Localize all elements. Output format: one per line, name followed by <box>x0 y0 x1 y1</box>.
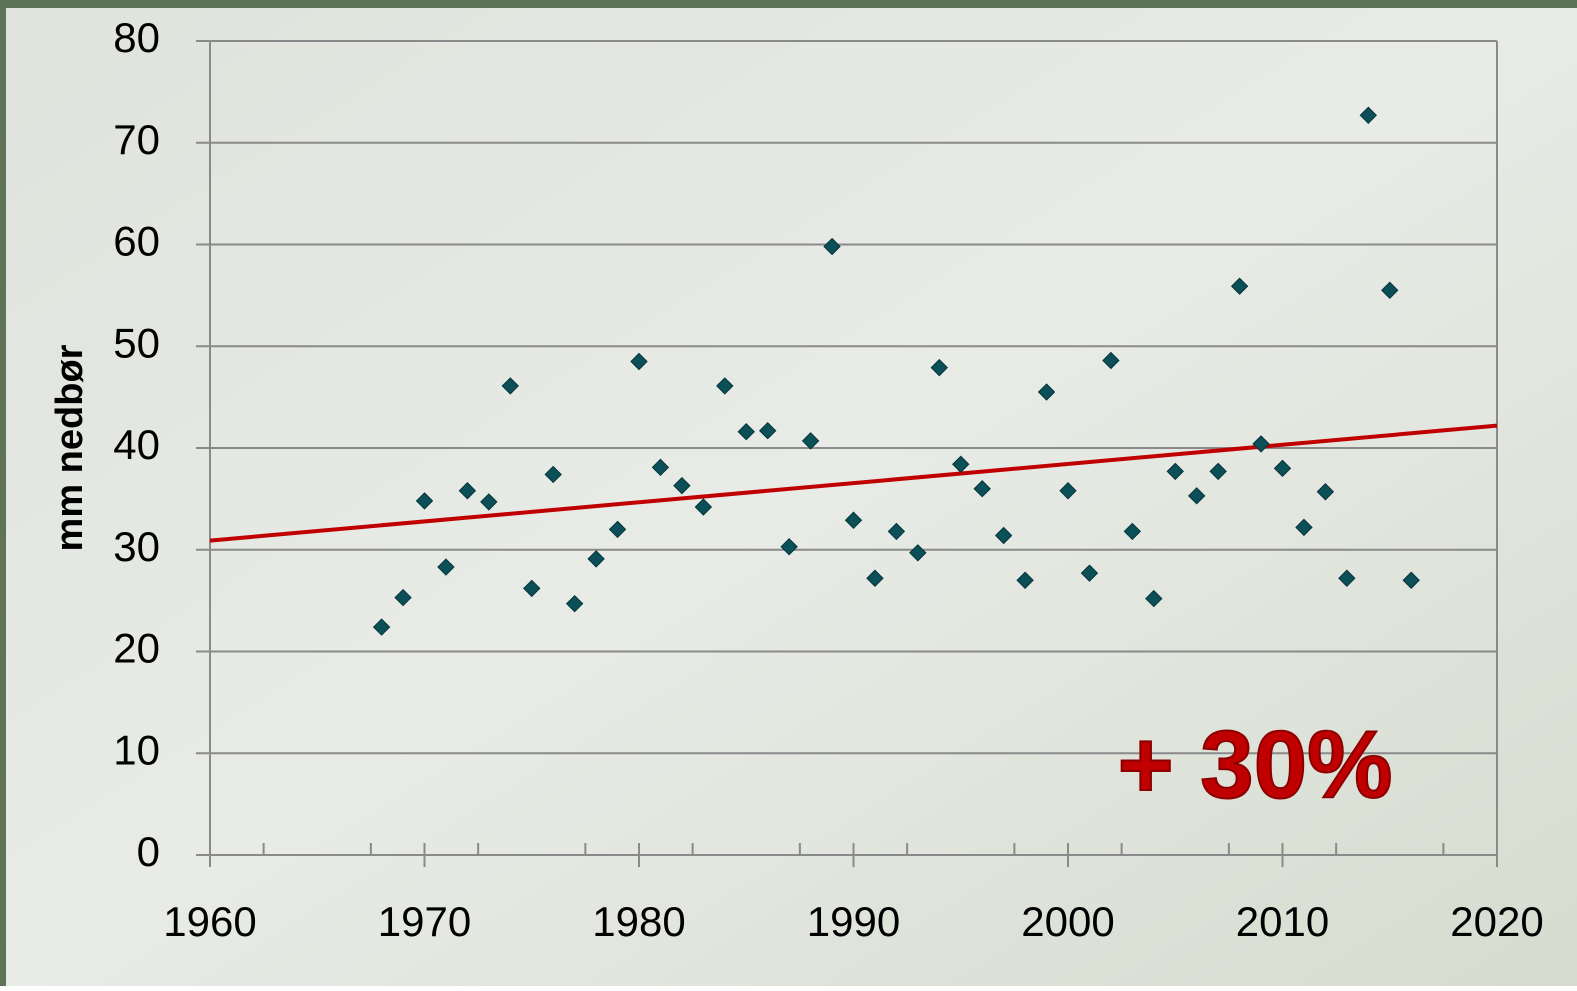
y-tick-label: 40 <box>113 421 160 468</box>
point <box>930 358 949 377</box>
y-tick-label: 70 <box>113 116 160 163</box>
point <box>716 377 734 395</box>
point <box>437 558 455 576</box>
point <box>973 479 991 498</box>
point <box>909 544 927 562</box>
trend-line <box>209 423 1498 543</box>
x-tick-label: 1990 <box>807 898 900 945</box>
point <box>673 476 691 495</box>
y-tick-label: 60 <box>113 218 160 265</box>
point <box>501 377 520 395</box>
point <box>1295 518 1313 537</box>
point <box>866 569 884 587</box>
x-tick-label: 2020 <box>1450 898 1543 945</box>
point <box>1273 459 1292 478</box>
point <box>1338 569 1356 587</box>
y-tick-label: 50 <box>113 319 160 366</box>
point <box>394 588 412 607</box>
point <box>952 455 970 473</box>
x-tick-label: 2010 <box>1236 898 1329 945</box>
point <box>1209 462 1227 481</box>
point <box>1402 571 1420 589</box>
point <box>801 432 820 450</box>
point <box>823 237 841 256</box>
point <box>565 594 584 613</box>
point <box>544 465 562 484</box>
point <box>1166 462 1184 481</box>
point <box>1016 571 1034 589</box>
point <box>887 522 906 541</box>
point <box>1102 351 1120 370</box>
point <box>1145 589 1163 608</box>
y-tick-label: 10 <box>113 726 160 773</box>
x-tick-label: 2000 <box>1021 898 1114 945</box>
y-tick-label: 80 <box>113 14 160 61</box>
y-axis-label: mm nedbør <box>49 344 91 551</box>
point <box>1123 522 1142 541</box>
point <box>1037 383 1056 401</box>
point <box>1252 435 1270 453</box>
point <box>1230 277 1249 295</box>
x-tick-label: 1970 <box>378 898 471 945</box>
point <box>608 520 627 539</box>
point <box>587 550 605 568</box>
y-tick-label: 20 <box>113 625 160 672</box>
point <box>758 421 777 440</box>
point <box>1359 106 1378 124</box>
point <box>694 498 713 516</box>
point <box>372 618 391 636</box>
x-tick-label: 1960 <box>163 898 256 945</box>
annotation: + 30% <box>1118 711 1393 818</box>
point <box>1059 482 1077 500</box>
point <box>415 492 434 510</box>
background <box>6 8 1577 986</box>
point <box>737 423 755 441</box>
point <box>651 458 670 477</box>
point <box>1316 483 1335 501</box>
point <box>480 493 498 511</box>
point <box>523 579 541 598</box>
point <box>844 511 863 529</box>
y-tick-label: 0 <box>137 828 160 875</box>
point <box>630 352 648 371</box>
y-tick-label: 30 <box>113 523 160 570</box>
point <box>994 526 1013 545</box>
point <box>458 482 477 500</box>
x-tick-label: 1980 <box>592 898 685 945</box>
point <box>1187 487 1206 505</box>
point <box>780 537 798 556</box>
point <box>1381 281 1399 299</box>
point <box>1080 564 1099 582</box>
